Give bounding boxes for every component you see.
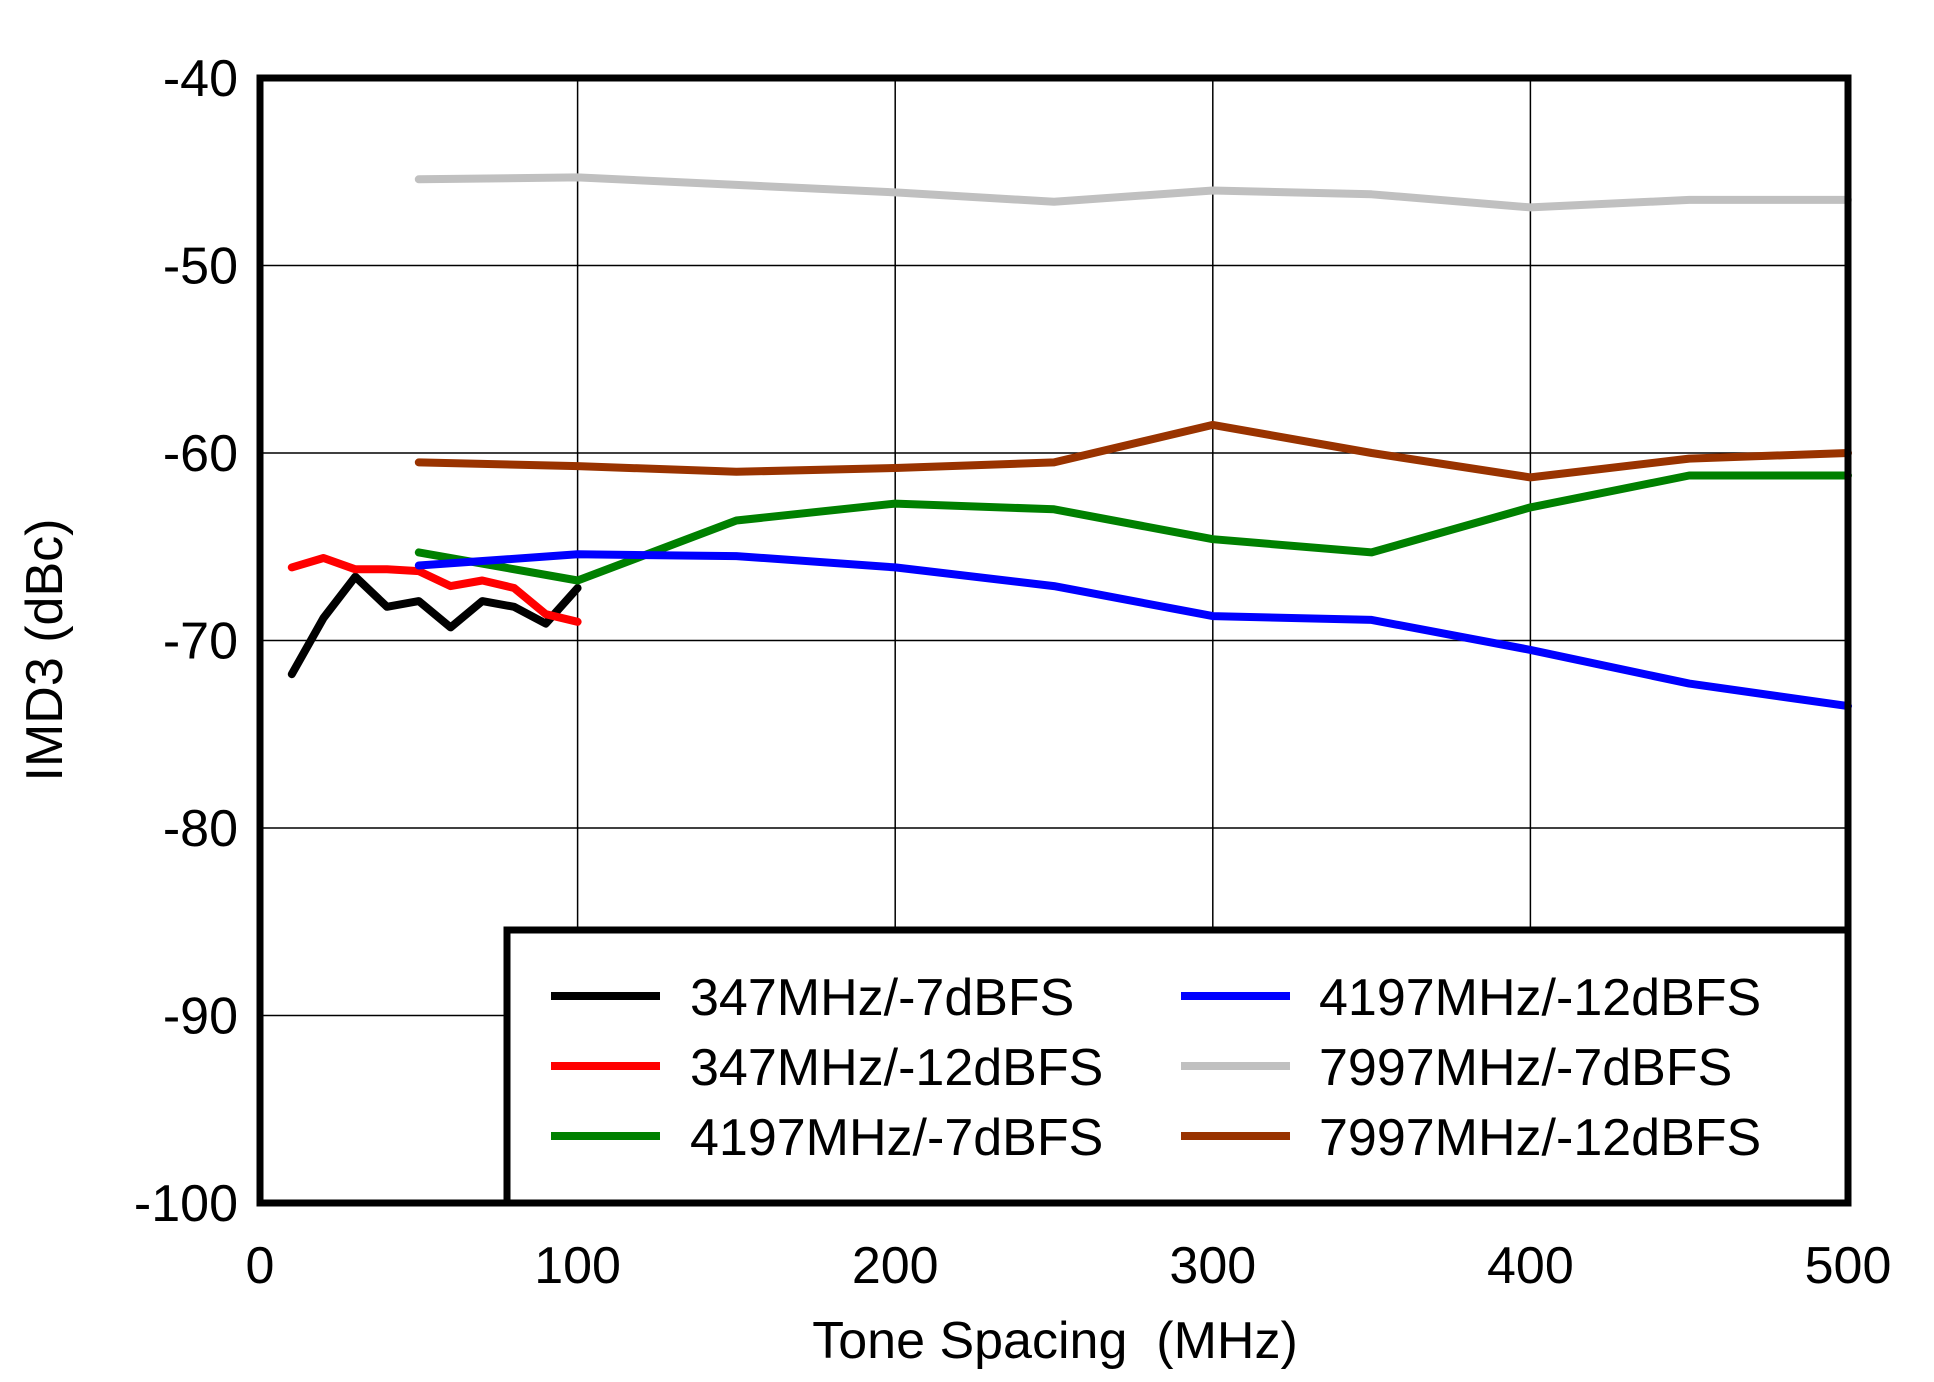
legend-label: 4197MHz/-7dBFS xyxy=(690,1109,1103,1167)
y-axis-label: IMD3 (dBc) xyxy=(16,519,74,782)
x-axis-ticks: 0 100 200 300 400 500 xyxy=(246,1237,1892,1295)
legend-box xyxy=(503,926,1852,1207)
y-tick-label: -80 xyxy=(163,800,238,858)
legend-label: 7997MHz/-12dBFS xyxy=(1319,1109,1761,1167)
y-tick-label: -60 xyxy=(163,425,238,483)
y-tick-label: -40 xyxy=(163,50,238,108)
data-series xyxy=(287,173,1852,711)
series-line xyxy=(287,572,582,679)
legend: 347MHz/-7dBFS 347MHz/-12dBFS 4197MHz/-7dBF… xyxy=(503,926,1852,1207)
x-tick-label: 0 xyxy=(246,1237,275,1295)
series-line xyxy=(414,550,1852,711)
legend-label: 4197MHz/-12dBFS xyxy=(1319,969,1761,1027)
x-tick-label: 300 xyxy=(1169,1237,1256,1295)
legend-label: 347MHz/-12dBFS xyxy=(690,1039,1103,1097)
y-tick-label: -90 xyxy=(163,988,238,1046)
y-axis-ticks: -40 -50 -60 -70 -80 -90 -100 xyxy=(134,50,238,1233)
y-tick-label: -70 xyxy=(163,613,238,671)
series-line xyxy=(414,471,1852,585)
x-tick-label: 500 xyxy=(1805,1237,1892,1295)
x-axis-label: Tone Spacing (MHz) xyxy=(812,1312,1298,1370)
x-tick-label: 400 xyxy=(1487,1237,1574,1295)
x-tick-label: 100 xyxy=(534,1237,621,1295)
legend-label: 347MHz/-7dBFS xyxy=(690,969,1074,1027)
legend-label: 7997MHz/-7dBFS xyxy=(1319,1039,1732,1097)
y-tick-label: -50 xyxy=(163,238,238,296)
series-line xyxy=(414,173,1852,212)
x-tick-label: 200 xyxy=(852,1237,939,1295)
y-tick-label: -100 xyxy=(134,1175,238,1233)
series-line xyxy=(414,420,1852,482)
series-line xyxy=(287,554,582,626)
